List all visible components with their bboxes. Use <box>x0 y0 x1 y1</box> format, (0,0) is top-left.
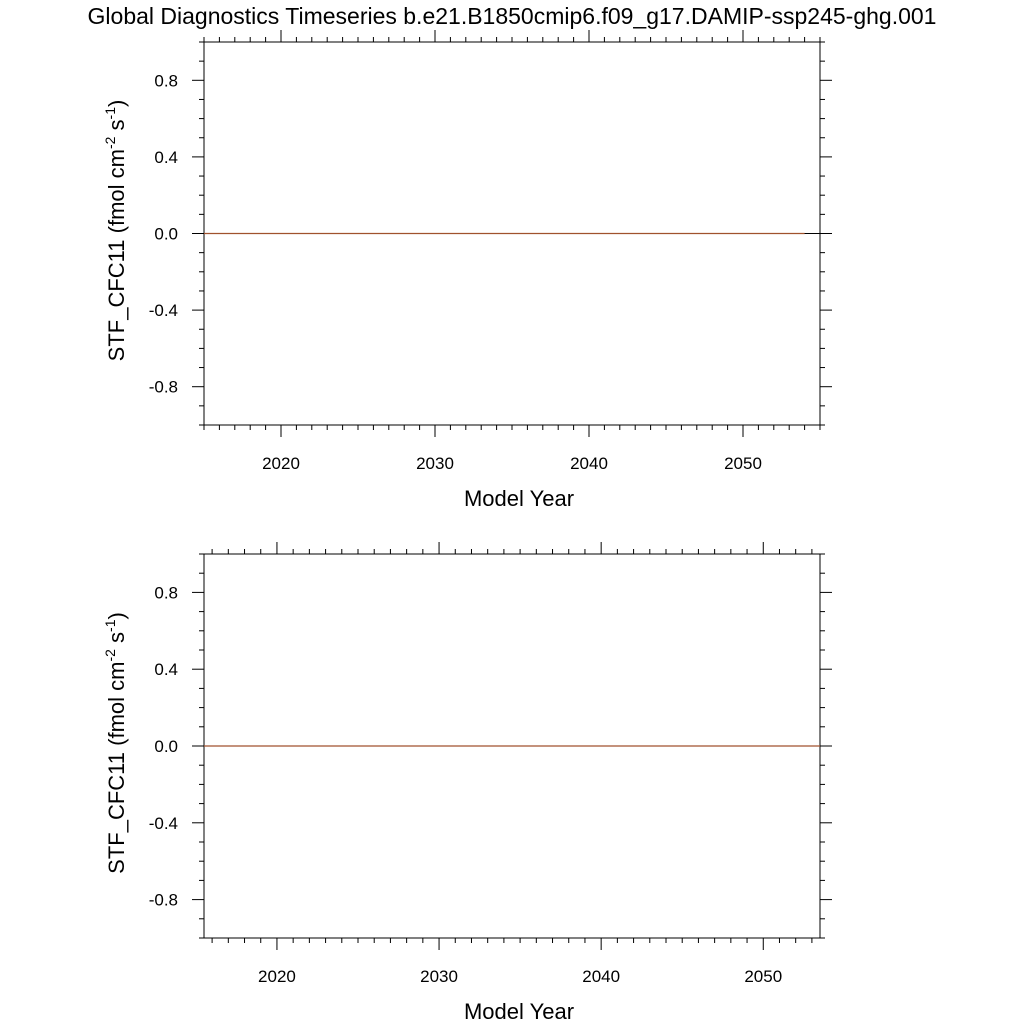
y-axis-title-exp2: -1 <box>102 107 118 120</box>
y-tick-label: 0.0 <box>154 737 178 756</box>
y-tick-label: -0.4 <box>149 814 178 833</box>
figure-title: Global Diagnostics Timeseries b.e21.B185… <box>88 3 937 29</box>
chart-panels: 2020 2030 2040 2050 0.8 0.4 0.0 -0.4 -0.8 Model Y… <box>102 30 832 1024</box>
x-tick-label: 2030 <box>420 967 458 986</box>
y-axis-title-mid: s <box>104 632 129 649</box>
x-tick-label: 2040 <box>570 454 608 473</box>
y-tick-label: 0.8 <box>154 71 178 90</box>
y-axis-title-end: ) <box>104 612 129 619</box>
chart-panel-2: 2020 2030 2040 2050 0.8 0.4 0.0 -0.4 -0.8 Model Y… <box>102 542 832 1024</box>
x-tick-label: 2050 <box>744 967 782 986</box>
y-axis-title: STF_CFC11 (fmol cm-2 s-1) <box>102 612 129 874</box>
y-tick-label: 0.4 <box>154 148 178 167</box>
y-tick-label: -0.8 <box>149 378 178 397</box>
x-tick-label: 2040 <box>582 967 620 986</box>
x-tick-label: 2030 <box>416 454 454 473</box>
y-tick-label: -0.8 <box>149 891 178 910</box>
y-tick-label: -0.4 <box>149 301 178 320</box>
y-axis-title-mid: s <box>104 119 129 136</box>
y-axis-title-exp1: -2 <box>102 649 118 662</box>
y-tick-label: 0.0 <box>154 225 178 244</box>
y-tick-label: 0.4 <box>154 660 178 679</box>
x-axis-title: Model Year <box>464 486 574 511</box>
chart-panel-1: 2020 2030 2040 2050 0.8 0.4 0.0 -0.4 -0.8 Model Y… <box>102 30 832 511</box>
y-tick-label: 0.8 <box>154 583 178 602</box>
y-axis-title-exp2: -1 <box>102 619 118 632</box>
x-axis-title: Model Year <box>464 999 574 1024</box>
x-tick-label: 2050 <box>724 454 762 473</box>
x-tick-label: 2020 <box>262 454 300 473</box>
y-axis-title-end: ) <box>104 100 129 107</box>
y-axis-title-base: STF_CFC11 (fmol cm <box>104 149 129 361</box>
y-axis-title-exp1: -2 <box>102 136 118 149</box>
x-tick-label: 2020 <box>258 967 296 986</box>
y-axis-title-base: STF_CFC11 (fmol cm <box>104 662 129 874</box>
y-axis-title: STF_CFC11 (fmol cm-2 s-1) <box>102 100 129 362</box>
